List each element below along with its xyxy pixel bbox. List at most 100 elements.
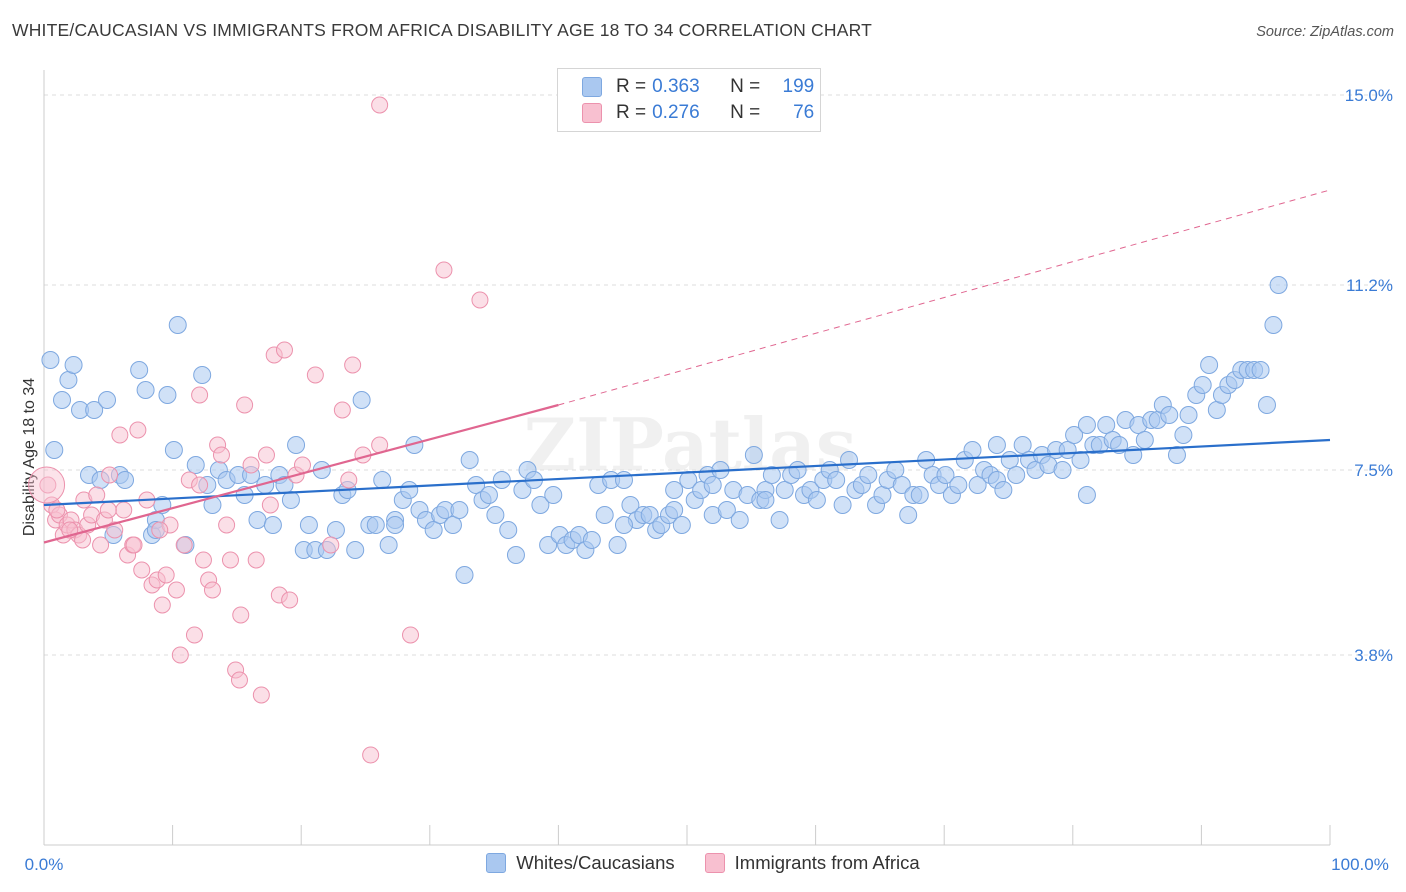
data-point-whites [703,476,722,494]
data-point-whites [1077,486,1096,504]
legend-swatch-blue [582,77,602,97]
data-point-africa [191,386,209,404]
chart-title: WHITE/CAUCASIAN VS IMMIGRANTS FROM AFRIC… [12,20,873,40]
data-point-africa [111,426,129,444]
legend-n-label: N = [730,102,761,123]
data-point-whites [248,511,267,529]
data-point-whites [479,486,498,504]
series-legend-africa: Immigrants from Africa [704,852,920,874]
legend-n-label: N = [730,76,761,97]
data-point-whites [1077,416,1096,434]
data-point-africa [236,396,254,414]
data-point-whites [762,466,781,484]
y-tick-label: 7.5% [1354,461,1393,480]
data-point-whites [263,516,282,534]
data-point-whites [1207,401,1226,419]
data-point-whites [886,461,905,479]
data-point-whites [1251,361,1270,379]
data-point-whites [827,471,846,489]
data-point-africa [167,581,185,599]
y-tick-label: 15.0% [1345,86,1393,105]
data-point-whites [899,506,918,524]
data-point-whites [539,536,558,554]
data-point-africa [340,471,358,489]
data-point-whites [85,401,104,419]
data-point-whites [717,501,736,519]
data-point-whites [963,441,982,459]
data-point-whites [186,456,205,474]
data-point-whites [770,511,789,529]
trend-line-whites [43,438,1331,507]
data-point-africa [175,536,193,554]
data-point-africa [275,341,293,359]
data-point-whites [287,436,306,454]
data-point-whites [994,481,1013,499]
trend-line-africa-extended [558,189,1331,406]
data-point-whites [41,351,60,369]
data-point-whites [281,491,300,509]
data-point-whites [373,471,392,489]
data-point-whites [1000,451,1019,469]
data-point-africa [133,561,151,579]
data-point-whites [168,316,187,334]
data-point-africa [92,536,110,554]
data-point-whites [595,506,614,524]
data-point-africa [232,606,250,624]
data-point-africa [194,551,212,569]
data-point-africa [435,261,453,279]
y-axis-label: Disability Age 18 to 34 [21,378,38,536]
data-point-africa [203,581,221,599]
data-point-whites [45,441,64,459]
data-point-africa [212,446,230,464]
data-point-whites [1160,406,1179,424]
data-point-whites [987,436,1006,454]
data-point-africa [257,446,275,464]
data-point-whites [460,451,479,469]
data-point-whites [1269,276,1288,294]
data-point-africa [247,551,265,569]
data-point-africa [221,551,239,569]
data-point-africa [48,501,66,519]
data-point-whites [116,471,135,489]
data-point-whites [193,366,212,384]
data-point-africa [344,356,362,374]
legend-row-africa: R = 0.276 N = 76 [582,101,814,125]
data-point-whites [1097,416,1116,434]
x-tick-label: 0.0% [25,855,64,874]
chart-source: Source: ZipAtlas.com [1256,24,1394,40]
legend-swatch-pink [582,103,602,123]
data-point-africa [281,591,299,609]
data-point-whites [366,516,385,534]
legend-n-value: 76 [793,102,815,123]
data-point-africa [99,501,117,519]
data-point-africa [106,521,124,539]
data-point-whites [788,461,807,479]
data-point-africa [371,96,389,114]
data-point-africa [191,476,209,494]
data-point-africa [88,486,106,504]
data-point-whites [499,521,518,539]
legend-row-whites: R = 0.363 N = 199 [582,75,814,99]
data-point-whites [130,361,149,379]
data-point-whites [424,521,443,539]
data-point-whites [1200,356,1219,374]
data-point-whites [443,516,462,534]
data-point-africa [125,536,143,554]
data-point-whites [756,491,775,509]
trend-line-africa [43,403,559,544]
data-point-whites [1167,446,1186,464]
legend-r-label: R = [616,76,647,97]
data-point-whites [486,506,505,524]
data-point-whites [665,501,684,519]
data-point-whites [582,531,601,549]
data-point-whites [1110,436,1129,454]
data-point-whites [1135,431,1154,449]
legend-n-value: 199 [782,76,815,97]
data-point-whites [949,476,968,494]
correlation-legend: R = 0.363 N = 199 R = 0.276 N = 76 [557,68,821,132]
data-point-whites [467,476,486,494]
data-point-whites [1065,426,1084,444]
data-point-whites [506,546,525,564]
data-point-africa [333,401,351,419]
data-point-whites [400,481,419,499]
